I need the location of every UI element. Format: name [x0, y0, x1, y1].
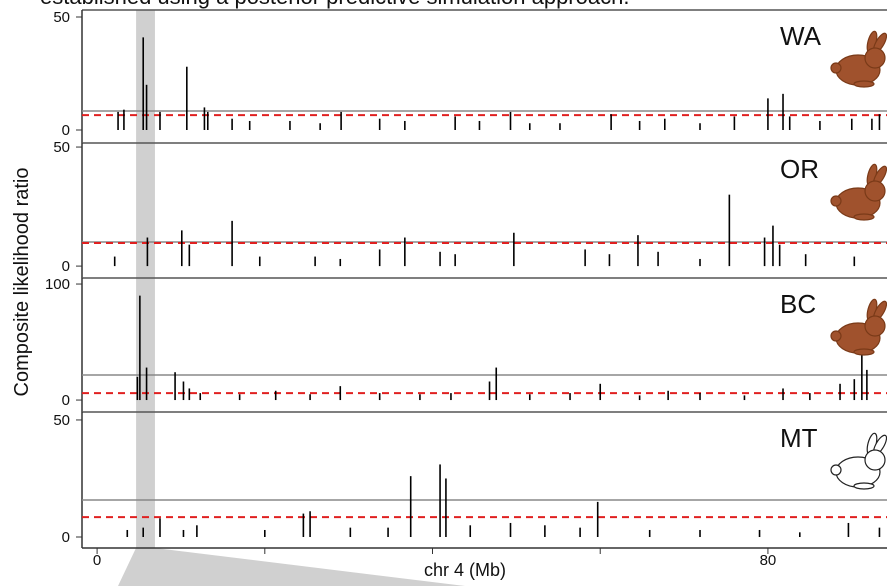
y-tick-label: 0 [62, 529, 70, 546]
rabbit-head [864, 47, 886, 69]
y-tick-label: 0 [62, 122, 70, 139]
y-tick-label: 0 [62, 392, 70, 409]
rabbit-head [864, 449, 886, 471]
highlight-band [136, 10, 155, 548]
rabbit-head [864, 180, 886, 202]
rabbit-foot [853, 80, 875, 88]
y-tick-label: 50 [53, 9, 70, 26]
zoom-wedge [118, 548, 465, 586]
rabbit-tail [830, 62, 842, 74]
rabbit-head [864, 315, 886, 337]
x-tick-label: 0 [93, 552, 101, 569]
rabbit-icon [830, 30, 887, 88]
rabbit-icon [830, 298, 887, 356]
x-axis-label: chr 4 (Mb) [424, 560, 506, 580]
rabbit-foot [853, 348, 875, 356]
x-tick-label: 80 [760, 552, 777, 569]
rabbit-tail [830, 330, 842, 342]
caption: established using a posterior predictive… [40, 0, 629, 9]
rabbit-tail [830, 195, 842, 207]
rabbit-foot [853, 213, 875, 221]
panel-label: MT [780, 423, 818, 453]
y-tick-label: 0 [62, 258, 70, 275]
panel-label: OR [780, 154, 819, 184]
y-axis-label: Composite likelihood ratio [11, 167, 33, 396]
rabbit-icon [830, 163, 887, 221]
rabbit-tail [830, 464, 842, 476]
rabbit-foot [853, 482, 875, 490]
y-tick-label: 50 [53, 139, 70, 156]
y-tick-label: 50 [53, 412, 70, 429]
rabbit-icon [830, 432, 887, 490]
panel-label: BC [780, 289, 816, 319]
panel-label: WA [780, 21, 822, 51]
y-tick-label: 100 [45, 276, 70, 293]
